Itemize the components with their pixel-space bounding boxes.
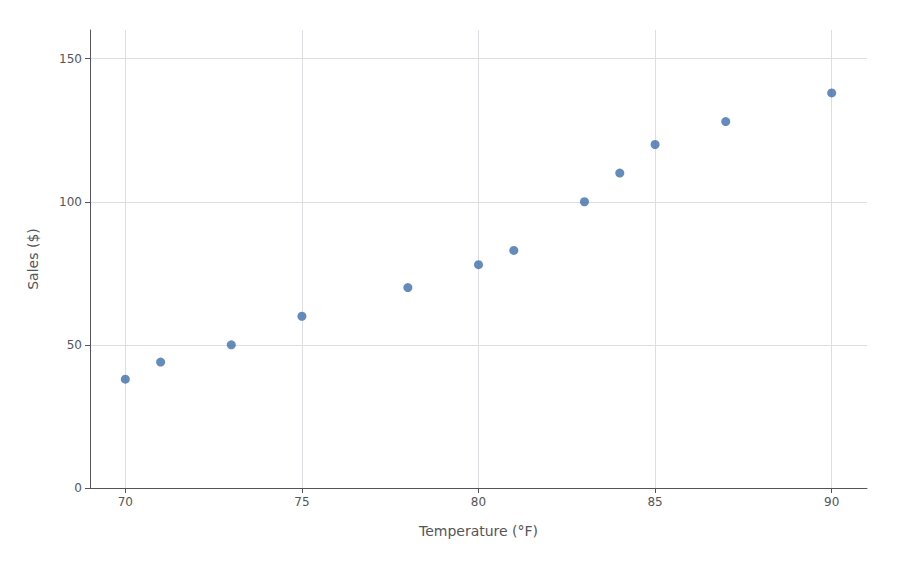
svg-text:100: 100 <box>59 195 82 209</box>
svg-text:0: 0 <box>74 481 82 495</box>
svg-text:70: 70 <box>118 495 133 509</box>
svg-text:50: 50 <box>67 338 82 352</box>
svg-text:80: 80 <box>471 495 486 509</box>
svg-text:Sales ($): Sales ($) <box>25 228 41 290</box>
svg-text:75: 75 <box>294 495 309 509</box>
svg-text:Temperature (°F): Temperature (°F) <box>418 523 538 539</box>
svg-text:85: 85 <box>647 495 662 509</box>
svg-text:150: 150 <box>59 52 82 66</box>
svg-text:90: 90 <box>824 495 839 509</box>
